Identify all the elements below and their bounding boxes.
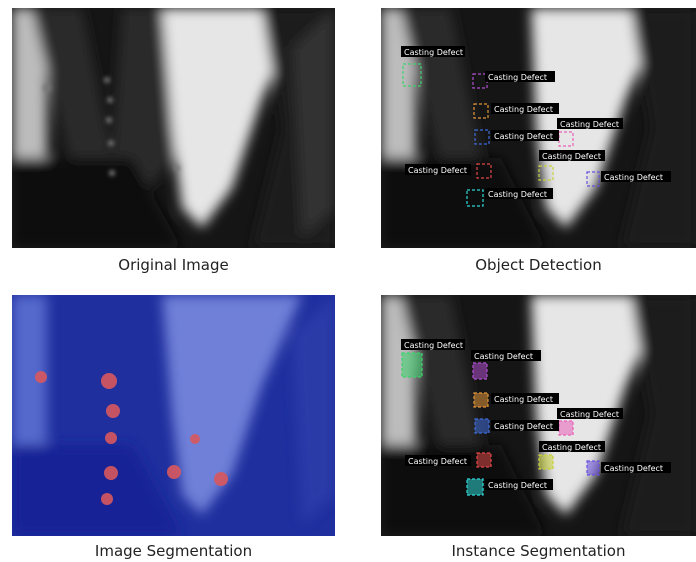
detection-label-5: Casting Defect: [560, 120, 619, 129]
instance-mask-8: [586, 460, 600, 476]
segment-blob-7: [167, 465, 181, 479]
detection-label-7: Casting Defect: [542, 152, 601, 161]
instance-segmentation-panel: Casting Defect Casting Defect Casting De…: [381, 295, 696, 536]
detection-label-4: Casting Defect: [494, 132, 553, 141]
instance-label-1: Casting Defect: [404, 341, 463, 350]
image-segmentation-image: [12, 295, 335, 536]
original-xray-image: [12, 8, 335, 248]
image-segmentation-panel: [12, 295, 335, 536]
instance-label-6: Casting Defect: [408, 457, 467, 466]
detection-box-9: [466, 189, 484, 207]
instance-label-5: Casting Defect: [560, 410, 619, 419]
detection-label-9: Casting Defect: [488, 190, 547, 199]
instance-mask-6: [476, 452, 492, 468]
instance-mask-9: [466, 478, 484, 496]
caption-object-detection: Object Detection: [475, 256, 602, 274]
instance-mask-1: [401, 352, 423, 378]
detection-box-6: [476, 163, 492, 179]
detection-box-4: [474, 129, 490, 145]
segment-blob-3: [106, 404, 120, 418]
segment-blob-2: [101, 373, 117, 389]
segment-blob-9: [101, 493, 113, 505]
segment-blob-6: [104, 466, 118, 480]
object-detection-image: Casting Defect Casting Defect Casting De…: [381, 8, 696, 248]
caption-original-image: Original Image: [118, 256, 229, 274]
instance-label-8: Casting Defect: [604, 464, 663, 473]
detection-label-1: Casting Defect: [404, 48, 463, 57]
original-image-panel: [12, 8, 335, 248]
detection-label-8: Casting Defect: [604, 173, 663, 182]
instance-mask-5: [558, 420, 574, 436]
detection-box-5: [558, 131, 574, 147]
object-detection-panel: Casting Defect Casting Defect Casting De…: [381, 8, 696, 248]
instance-label-2: Casting Defect: [474, 352, 533, 361]
detection-label-6: Casting Defect: [408, 166, 467, 175]
instance-label-3: Casting Defect: [494, 395, 553, 404]
instance-mask-3: [473, 392, 489, 408]
segment-blob-5: [190, 434, 200, 444]
detection-label-2: Casting Defect: [488, 73, 547, 82]
caption-image-segmentation: Image Segmentation: [94, 542, 253, 560]
detection-label-3: Casting Defect: [494, 105, 553, 114]
instance-label-9: Casting Defect: [488, 481, 547, 490]
detection-box-8: [586, 171, 600, 187]
instance-label-7: Casting Defect: [542, 443, 601, 452]
instance-label-4: Casting Defect: [494, 422, 553, 431]
segment-blob-1: [35, 371, 47, 383]
detection-box-7: [538, 165, 554, 181]
instance-segmentation-image: Casting Defect Casting Defect Casting De…: [381, 295, 696, 536]
instance-mask-4: [474, 418, 490, 434]
caption-instance-segmentation: Instance Segmentation: [451, 542, 626, 560]
instance-mask-7: [538, 454, 554, 470]
instance-mask-2: [472, 362, 488, 380]
detection-box-3: [473, 103, 489, 119]
segment-blob-8: [214, 472, 228, 486]
segment-blob-4: [105, 432, 117, 444]
